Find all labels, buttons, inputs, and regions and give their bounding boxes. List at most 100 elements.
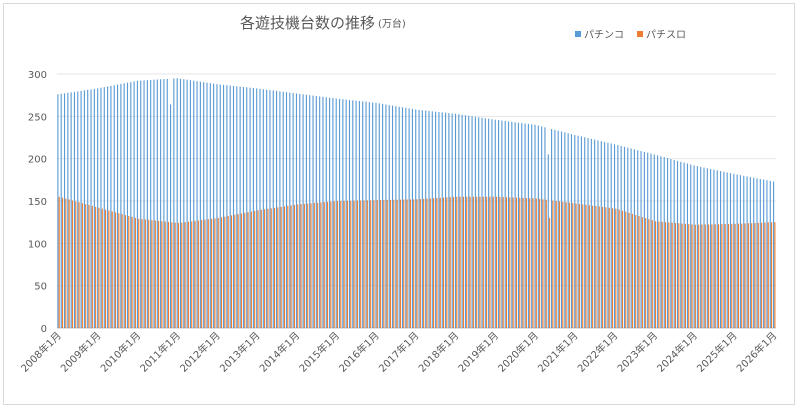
bar-pachinko — [140, 80, 142, 329]
bar-pachinko — [584, 137, 586, 328]
bar-pachislot — [635, 214, 637, 328]
bar-pachislot — [678, 223, 680, 328]
bar-pachinko — [590, 138, 592, 328]
bar-pachislot — [406, 199, 408, 328]
bar-pachinko — [77, 91, 79, 328]
bar-pachinko — [342, 99, 344, 328]
bar-pachislot — [684, 223, 686, 328]
bar-pachislot — [549, 217, 551, 328]
bar-pachinko — [498, 120, 500, 328]
bar-pachislot — [482, 196, 484, 328]
bar-pachislot — [545, 199, 547, 328]
bar-pachislot — [476, 196, 478, 328]
bar-pachislot — [118, 213, 120, 328]
bar-pachinko — [213, 83, 215, 329]
bar-pachislot — [181, 222, 183, 328]
bar-pachislot — [290, 205, 292, 328]
legend-label: パチンコ — [584, 29, 624, 41]
bar-pachislot — [330, 201, 332, 328]
bar-pachislot — [105, 209, 107, 328]
bar-pachinko — [83, 90, 85, 328]
bar-pachislot — [754, 223, 756, 328]
bar-pachinko — [143, 80, 145, 328]
bar-pachislot — [704, 224, 706, 328]
bar-pachinko — [276, 90, 278, 329]
bar-pachinko — [365, 101, 367, 328]
bar-pachislot — [277, 207, 279, 328]
bar-pachinko — [693, 165, 695, 328]
bar-pachislot — [283, 206, 286, 328]
x-tick-label: 2010年1月 — [97, 329, 143, 375]
bar-pachislot — [694, 224, 696, 328]
bar-pachinko — [358, 101, 360, 328]
bar-pachislot — [194, 220, 196, 328]
bar-pachislot — [771, 222, 773, 328]
bar-pachinko — [266, 89, 268, 328]
bar-pachinko — [610, 143, 612, 328]
bar-pachislot — [658, 221, 660, 328]
bar-pachislot — [240, 213, 242, 328]
bar-pachislot — [85, 204, 87, 328]
bar-pachinko — [676, 160, 679, 328]
bar-pachinko — [544, 127, 546, 328]
bar-pachislot — [674, 223, 677, 328]
bar-pachinko — [607, 142, 609, 328]
bar-pachinko — [70, 92, 72, 329]
bar-pachislot — [343, 200, 345, 328]
bar-pachislot — [340, 200, 342, 328]
bar-pachislot — [582, 204, 584, 328]
bar-pachislot — [568, 202, 571, 328]
bar-pachinko — [425, 110, 427, 328]
x-tick-label: 2009年1月 — [58, 329, 104, 375]
bar-pachinko — [604, 141, 606, 328]
bar-pachinko — [80, 90, 82, 328]
bar-pachislot — [585, 204, 587, 328]
bar-pachinko — [643, 151, 645, 328]
bar-pachislot — [661, 221, 663, 328]
bar-pachinko — [650, 153, 652, 328]
bar-pachislot — [267, 208, 269, 328]
bar-pachinko — [176, 78, 178, 328]
bar-pachinko — [279, 91, 281, 328]
bar-pachinko — [226, 85, 228, 329]
bar-pachinko — [567, 133, 569, 328]
bar-pachinko — [338, 98, 341, 328]
bar-pachislot — [131, 216, 133, 328]
bar-pachinko — [116, 84, 119, 328]
bar-pachinko — [133, 81, 135, 329]
x-tick-label: 2021年1月 — [535, 329, 581, 375]
legend-label: パチスロ — [646, 29, 686, 41]
bar-pachinko — [428, 111, 430, 328]
bar-pachinko — [100, 87, 102, 328]
bar-pachislot — [88, 204, 90, 328]
y-tick-label: 300 — [28, 70, 47, 81]
bar-pachinko — [269, 90, 271, 328]
bar-pachislot — [621, 210, 624, 328]
bar-pachinko — [580, 136, 582, 328]
bar-pachislot — [515, 197, 517, 328]
bar-pachislot — [144, 219, 146, 328]
bar-pachislot — [479, 196, 481, 328]
bar-pachinko — [126, 82, 129, 328]
x-tick-label: 2016年1月 — [336, 329, 382, 375]
bar-pachinko — [289, 92, 291, 328]
bar-pachislot — [363, 200, 365, 328]
bar-pachinko — [388, 105, 390, 328]
bar-pachislot — [320, 202, 322, 328]
bar-pachislot — [522, 197, 524, 328]
bar-pachislot — [751, 223, 753, 328]
bar-pachinko — [405, 107, 407, 329]
bar-pachinko — [680, 161, 682, 328]
bar-pachinko — [242, 86, 245, 328]
bar-pachinko — [534, 124, 536, 328]
bar-pachinko — [554, 129, 556, 328]
bar-pachislot — [177, 223, 180, 328]
bar-pachislot — [360, 200, 362, 328]
bar-pachinko — [733, 173, 735, 328]
bar-pachislot — [58, 196, 60, 328]
bar-pachinko — [527, 123, 529, 328]
bar-pachinko — [305, 94, 307, 329]
bar-pachinko — [756, 178, 758, 328]
bar-pachislot — [71, 200, 74, 328]
